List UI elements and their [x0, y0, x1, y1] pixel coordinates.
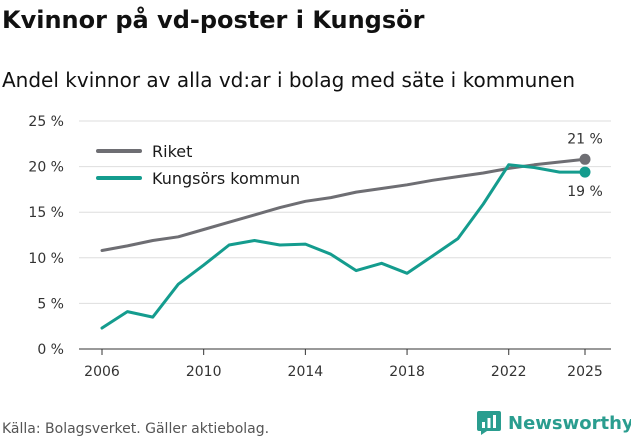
newsworthy-logo-icon [477, 411, 501, 435]
chart-title: Kvinnor på vd-poster i Kungsör [2, 6, 425, 34]
series-end-marker [579, 153, 591, 165]
x-tick-label: 2006 [84, 364, 120, 380]
x-tick-label: 2018 [389, 364, 425, 380]
source-footer: Källa: Bolagsverket. Gäller aktiebolag. [2, 421, 270, 437]
x-tick-label: 2022 [491, 364, 527, 380]
y-axis-ticks: 0 % 5 % 10 % 15 % 20 % 25 % [28, 114, 64, 358]
legend-label: Kungsörs kommun [152, 169, 300, 188]
x-tick-label: 2025 [567, 364, 603, 380]
series-end-label: 21 % [567, 131, 603, 147]
grid-lines [79, 120, 611, 350]
series-end-marker [579, 166, 591, 178]
chart-subtitle: Andel kvinnor av alla vd:ar i bolag med … [2, 68, 575, 92]
legend: Riket Kungsörs kommun [96, 142, 300, 188]
x-tick-label: 2010 [186, 364, 222, 380]
y-tick-label: 25 % [28, 114, 64, 130]
series-line [100, 163, 587, 330]
brand-name: Newsworthy [508, 412, 631, 434]
x-tick-label: 2014 [288, 364, 324, 380]
y-tick-label: 15 % [28, 205, 64, 221]
y-tick-label: 10 % [28, 251, 64, 267]
brand-logo[interactable]: Newsworthy [476, 409, 631, 437]
y-tick-label: 20 % [28, 160, 64, 176]
legend-label: Riket [152, 142, 192, 161]
series-end-label: 19 % [567, 184, 603, 200]
series-lines: 21 % 19 % [100, 131, 603, 330]
x-axis-ticks: 2006 2010 2014 2018 2022 2025 [84, 349, 603, 380]
y-tick-label: 5 % [37, 296, 64, 312]
y-tick-label: 0 % [37, 342, 64, 358]
